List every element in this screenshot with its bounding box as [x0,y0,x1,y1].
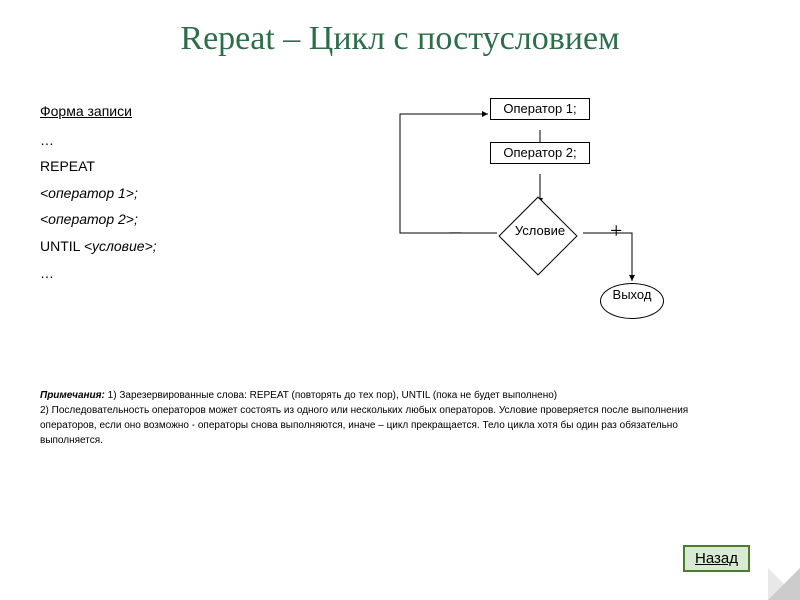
plus-sign: + [610,218,622,244]
note-line: 2) Последовательность операторов может с… [40,403,740,448]
flowchart-node-op1: Оператор 1; [490,98,590,120]
note-line: Примечания: 1) Зарезервированные слова: … [40,388,740,403]
flowchart-node-cond-label: Условие [500,224,580,238]
slide: Repeat – Цикл с постусловием Форма запис… [0,0,800,600]
page-corner-fold-icon [768,568,800,600]
form-line-part: <условие>; [84,238,157,254]
form-line: … [40,260,330,287]
minus-sign: – [450,218,461,244]
notes-label: Примечания: [40,390,105,401]
form-line: REPEAT [40,153,330,180]
form-block: Форма записи … REPEAT <оператор 1>; <опе… [40,98,330,286]
form-line: … [40,127,330,154]
back-button[interactable]: Назад [683,545,750,572]
flowchart-node-op2: Оператор 2; [490,142,590,164]
page-title: Repeat – Цикл с постусловием [40,20,760,58]
form-line: <оператор 2>; [40,206,330,233]
form-heading: Форма записи [40,98,330,125]
form-line: UNTIL <условие>; [40,233,330,260]
form-line-part: UNTIL [40,238,84,254]
content-row: Форма записи … REPEAT <оператор 1>; <опе… [40,98,760,358]
note-text: 1) Зарезервированные слова: REPEAT (повт… [105,390,557,401]
flowchart-node-exit: Выход [600,283,664,319]
notes-block: Примечания: 1) Зарезервированные слова: … [40,388,740,448]
form-line: <оператор 1>; [40,180,330,207]
flowchart-diagram: Оператор 1; Оператор 2; Условие – + Выхо… [350,98,730,358]
